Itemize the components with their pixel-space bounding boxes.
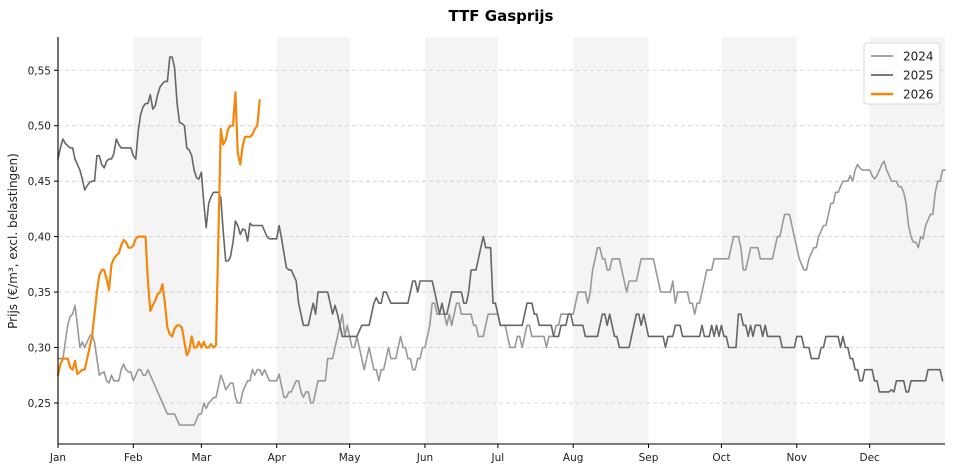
x-tick-label-feb: Feb	[124, 452, 143, 464]
series-line-2026	[56, 91, 261, 377]
x-tick-label-jul: Jul	[491, 452, 505, 464]
series-line-2025	[57, 56, 944, 393]
shaded-band-feb	[133, 37, 202, 444]
shaded-band-aug	[573, 37, 649, 444]
x-tick-label-nov: Nov	[787, 452, 808, 464]
month-shading-bands	[133, 37, 945, 444]
y-gridlines	[58, 69, 945, 404]
shaded-band-jun	[424, 37, 498, 444]
y-tick-label: 0,35	[28, 287, 51, 299]
legend: 2024 2025 2026	[863, 42, 941, 105]
x-tick-label-aug: Aug	[563, 452, 584, 464]
y-tick-label: 0,45	[28, 176, 51, 188]
x-ticks: Jan Feb Mar Apr May Jun Jul Aug Sep Oct Nov Dec	[49, 444, 880, 464]
legend-label-2026: 2026	[903, 88, 934, 102]
x-tick-label-sep: Sep	[639, 452, 659, 464]
x-tick-label-jan: Jan	[49, 452, 66, 464]
x-tick-label-may: May	[339, 452, 361, 464]
x-tick-label-apr: Apr	[268, 452, 287, 464]
y-tick-label: 0,50	[28, 121, 51, 133]
y-tick-label: 0,40	[28, 232, 51, 244]
y-tick-label: 0,25	[28, 398, 51, 410]
y-tick-label: 0,30	[28, 343, 51, 355]
legend-box	[863, 42, 941, 105]
x-tick-label-dec: Dec	[860, 452, 881, 464]
chart-title: TTF Gasprijs	[449, 7, 554, 25]
series-lines	[56, 56, 946, 426]
shaded-band-oct	[721, 37, 797, 444]
y-axis-label: Prijs (€/m³, excl. belastingen)	[6, 153, 20, 329]
x-tick-label-jun: Jun	[416, 452, 433, 464]
x-tick-label-mar: Mar	[191, 452, 211, 464]
legend-label-2025: 2025	[903, 69, 934, 83]
shaded-band-dec	[869, 37, 945, 444]
x-tick-label-oct: Oct	[712, 452, 730, 464]
legend-label-2024: 2024	[903, 50, 934, 64]
shaded-band-apr	[276, 37, 350, 444]
y-tick-label: 0,55	[28, 65, 51, 77]
y-ticks: 0,25 0,30 0,35 0,40 0,45 0,50 0,55	[28, 65, 58, 410]
